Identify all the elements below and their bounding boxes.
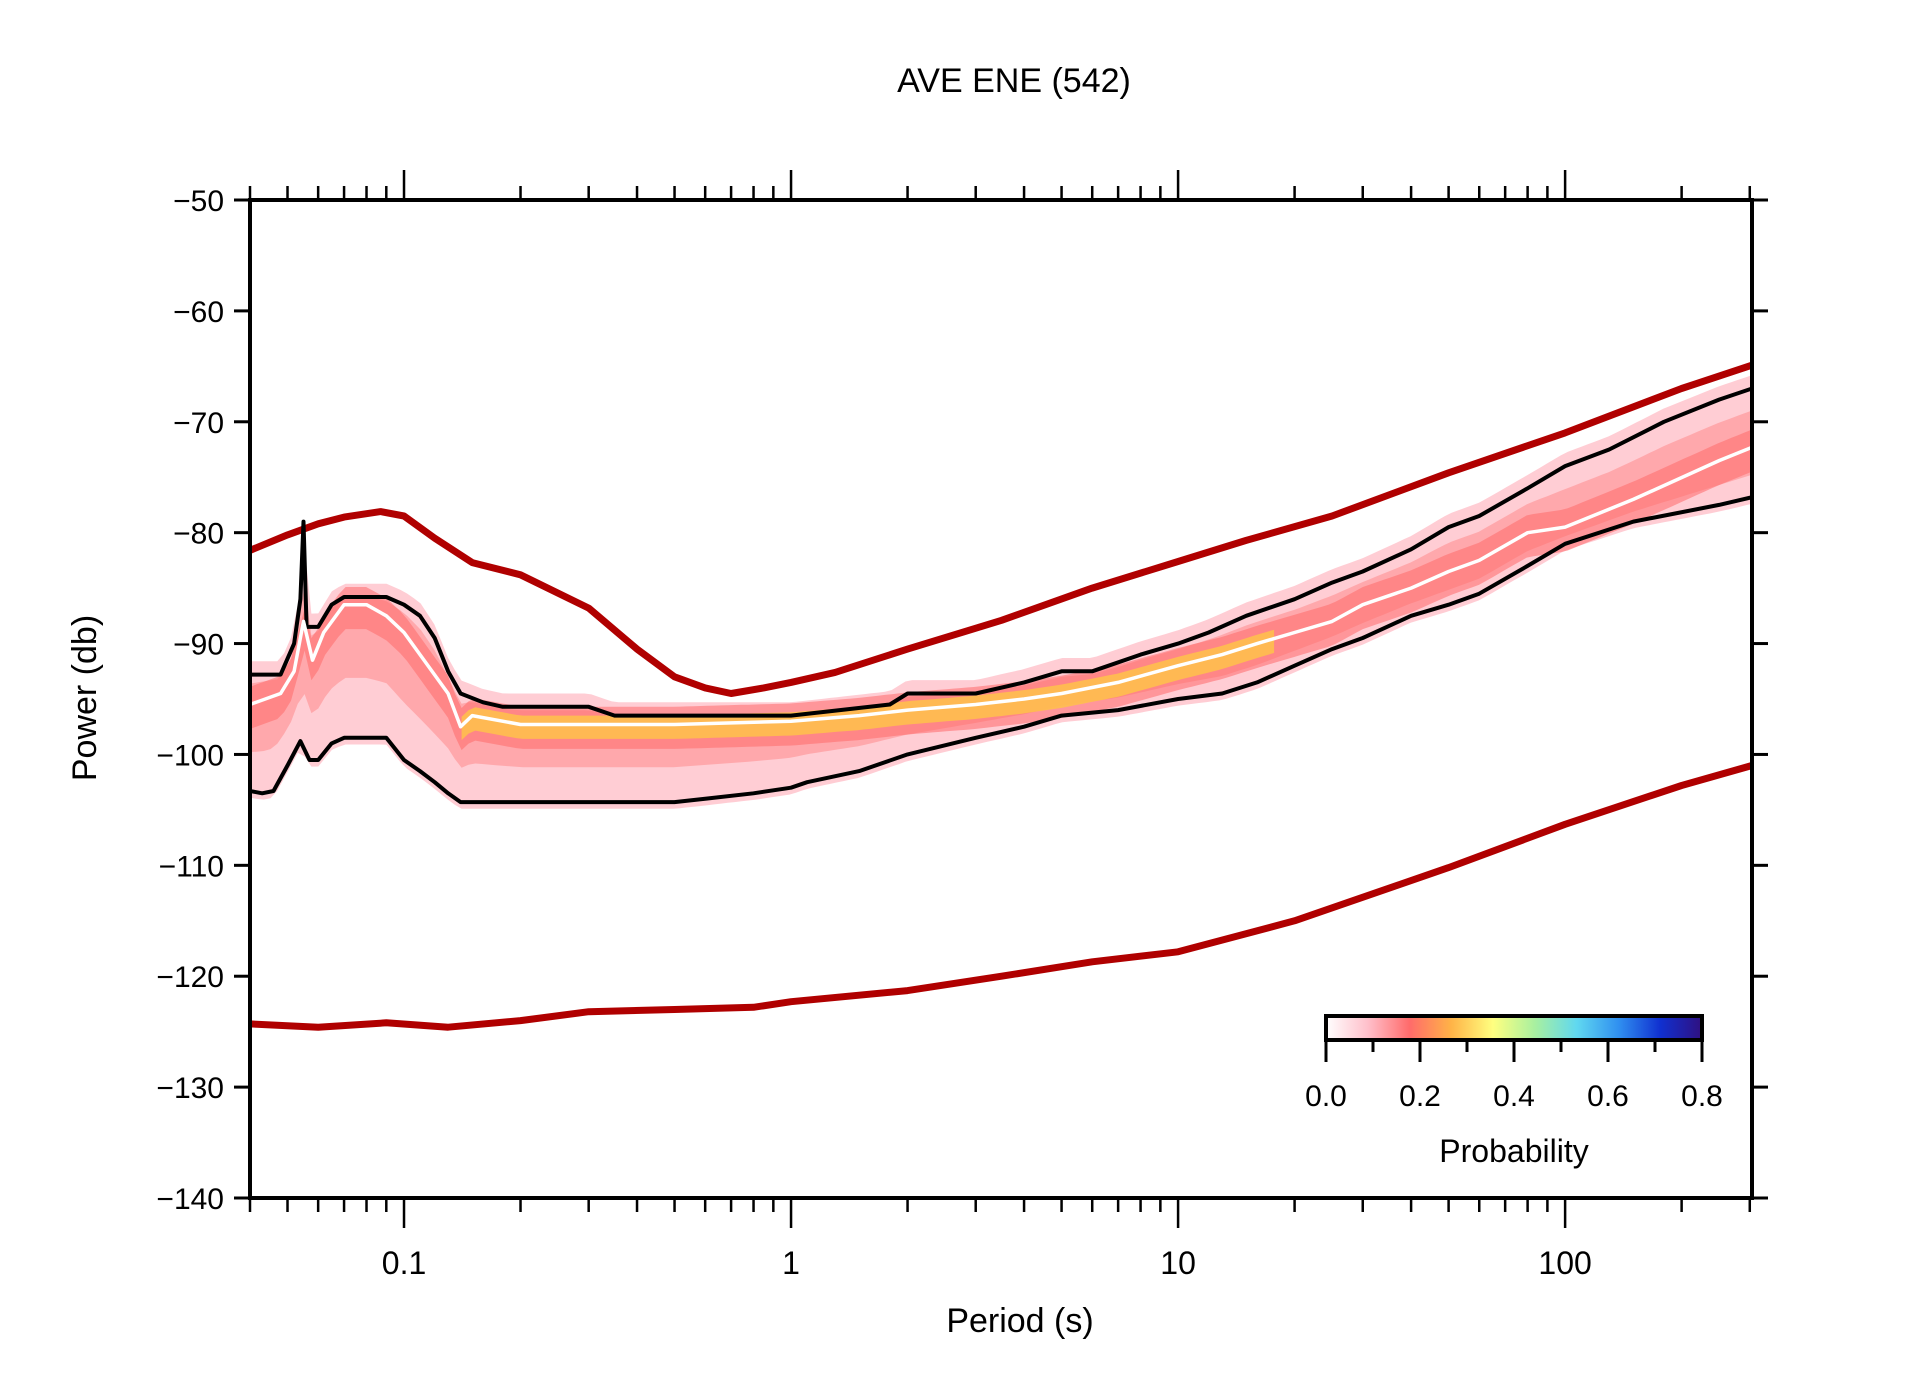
y-tick-label: −50	[173, 185, 224, 218]
series-line-10th-percentile	[252, 495, 1750, 805]
colorbar-tick-label: 0.8	[1681, 1080, 1723, 1113]
y-tick-label: −110	[159, 850, 224, 883]
series-line-mode-median	[252, 446, 1750, 729]
x-tick-label: 100	[1538, 1245, 1591, 1281]
colorbar: 0.0 0.2 0.4 0.6 0.8 Probability	[1305, 1014, 1723, 1169]
chart-title: AVE ENE (542)	[897, 62, 1131, 100]
colorbar-tick-label: 0.2	[1399, 1080, 1441, 1113]
colorbar-label: Probability	[1439, 1133, 1588, 1169]
probability-density-layer	[252, 375, 1750, 809]
series-layer	[252, 362, 1750, 1031]
y-tick-label: −70	[173, 407, 224, 440]
y-tick-label: −130	[156, 1072, 224, 1105]
colorbar-tick-label: 0.4	[1493, 1080, 1535, 1113]
y-tick-label: −100	[156, 739, 224, 772]
plot-frame	[248, 198, 1754, 1200]
x-axis-label: Period (s)	[946, 1302, 1093, 1340]
colorbar-tick-label: 0.6	[1587, 1080, 1629, 1113]
series-line-new-high-noise-model	[252, 362, 1750, 697]
y-tick-label: −80	[173, 518, 224, 551]
y-axis-label: Power (db)	[66, 615, 104, 781]
x-tick-label: 0.1	[382, 1245, 426, 1281]
colorbar-tick-label: 0.0	[1305, 1080, 1347, 1113]
x-axis: 0.1 1 10 100	[248, 170, 1752, 1281]
series-line-90th-percentile	[252, 387, 1750, 718]
y-tick-label: −120	[156, 961, 224, 994]
y-tick-label: −140	[156, 1183, 224, 1216]
y-tick-label: −60	[173, 296, 224, 329]
y-tick-label: −90	[173, 629, 224, 662]
series-line-new-low-noise-model	[252, 762, 1750, 1031]
y-axis: −50 −60 −70 −80 −90 −100 −110 −120 −130 −140	[156, 185, 1768, 1216]
x-tick-label: 1	[782, 1245, 800, 1281]
x-tick-label: 10	[1160, 1245, 1196, 1281]
colorbar-gradient	[1324, 1014, 1704, 1042]
